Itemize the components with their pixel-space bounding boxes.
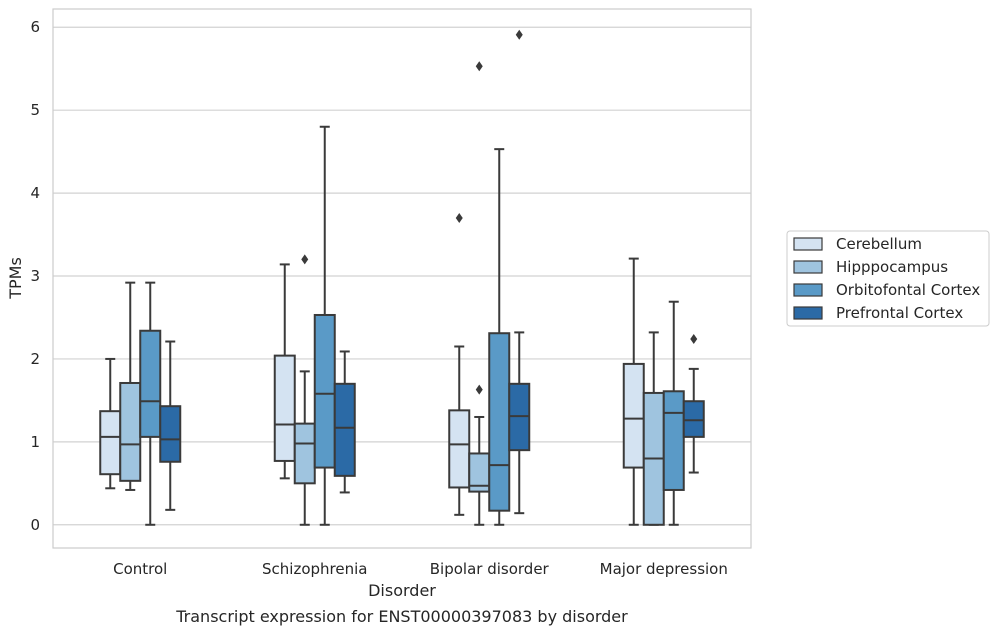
box-iqr [662, 390, 685, 491]
chart-caption: Transcript expression for ENST0000039708… [175, 607, 628, 626]
legend-swatch [793, 260, 823, 274]
box-0-1 [119, 281, 142, 491]
box-0-0 [99, 357, 122, 490]
box-iqr [333, 382, 356, 477]
outlier-point [515, 29, 523, 40]
x-tick-labels: Control Schizophrenia Bipolar disorder Majo… [113, 560, 728, 578]
box-2-0 [448, 212, 471, 516]
legend-label: Prefrontal Cortex [836, 304, 963, 322]
outlier-point [301, 254, 309, 265]
legend-swatch [793, 237, 823, 251]
legend-label: Cerebellum [836, 235, 922, 253]
box-3-2 [662, 300, 685, 526]
box-2-2 [488, 148, 511, 526]
box-1-3 [333, 350, 356, 494]
y-tick-label: 4 [30, 184, 40, 202]
box-3-3 [682, 334, 705, 474]
y-tick-label: 0 [30, 516, 40, 534]
box-iqr [139, 329, 162, 438]
legend-swatch [793, 306, 823, 320]
box-0-3 [159, 340, 182, 511]
y-tick-label: 5 [30, 101, 40, 119]
legend-entries: Cerebellum Hipppocampus Orbitofontal Corte… [793, 235, 980, 322]
x-tick-label: Schizophrenia [262, 560, 367, 578]
box-iqr [119, 381, 142, 482]
box-3-1 [642, 331, 665, 526]
outlier-point [690, 334, 698, 345]
box-iqr [159, 405, 182, 463]
legend: Cerebellum Hipppocampus Orbitofontal Corte… [786, 230, 990, 327]
box-iqr [622, 362, 645, 469]
box-2-3 [508, 29, 531, 515]
y-tick-label: 3 [30, 267, 40, 285]
outlier-point [475, 61, 483, 72]
box-1-0 [273, 263, 296, 480]
box-iqr [448, 409, 471, 489]
plot-area-frame [52, 8, 752, 549]
x-tick-label: Bipolar disorder [430, 560, 550, 578]
boxes [99, 29, 705, 526]
y-tick-label: 1 [30, 433, 40, 451]
y-tick-labels: 0 1 2 3 4 5 6 [30, 18, 40, 534]
box-1-2 [313, 125, 336, 526]
x-tick-label: Major depression [600, 560, 728, 578]
box-3-0 [622, 257, 645, 526]
box-2-1 [468, 61, 491, 526]
outlier-point [475, 384, 483, 395]
y-tick-label: 2 [30, 350, 40, 368]
outlier-point [455, 212, 463, 223]
box-iqr [99, 410, 122, 476]
x-tick-label: Control [113, 560, 167, 578]
legend-swatch [793, 283, 823, 297]
y-axis-title: TPMs [6, 257, 25, 300]
box-iqr [273, 354, 296, 462]
legend-label: Orbitofontal Cortex [836, 281, 980, 299]
box-iqr [293, 422, 316, 485]
legend-label: Hipppocampus [836, 258, 948, 276]
box-0-2 [139, 281, 162, 526]
legend-frame [786, 230, 990, 327]
y-tick-label: 6 [30, 18, 40, 36]
box-1-1 [293, 254, 316, 526]
box-iqr [682, 400, 705, 438]
x-axis-title: Disorder [368, 581, 436, 600]
box-iqr [488, 332, 511, 512]
box-iqr [313, 313, 336, 469]
